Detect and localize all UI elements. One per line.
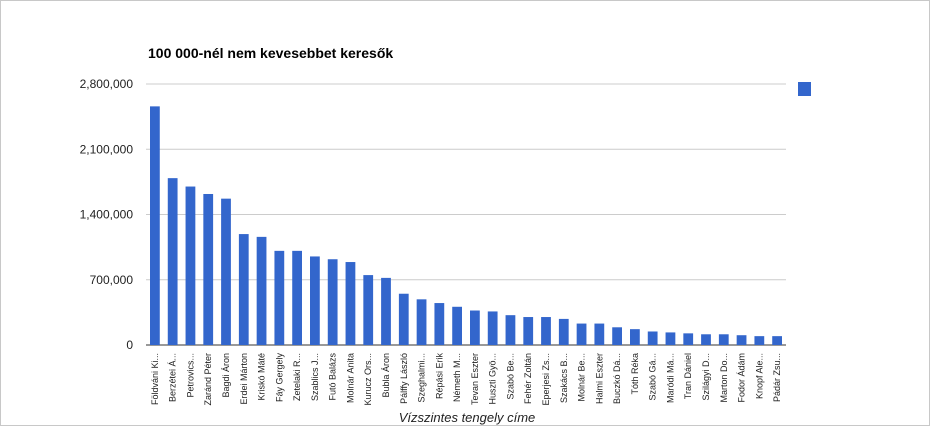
x-tick-label: Németh M...	[452, 353, 462, 402]
x-tick-label: Tran Dániel	[683, 353, 693, 399]
x-tick-label: Kurucz Ors...	[363, 353, 373, 406]
bar[interactable]	[612, 327, 622, 345]
x-tick-label: Zaránd Péter	[203, 353, 213, 406]
bar[interactable]	[452, 306, 462, 345]
bar[interactable]	[416, 299, 427, 345]
x-tick-label: Fáy Gergely	[274, 353, 284, 403]
bar[interactable]	[505, 315, 516, 345]
x-tick-label: Répási Erik	[434, 353, 444, 400]
x-tick-label: Szabó Gá...	[648, 353, 658, 401]
x-tick-label: Buczkó Dá...	[612, 353, 622, 404]
bar[interactable]	[470, 310, 480, 345]
bar[interactable]	[647, 331, 658, 345]
bar[interactable]	[398, 293, 409, 345]
bar[interactable]	[310, 256, 320, 345]
x-tick-label: Petrovics...	[185, 353, 195, 398]
x-tick-label: Knopf Ale...	[754, 353, 764, 399]
x-tick-label: Erdei Márton	[239, 353, 249, 405]
bar[interactable]	[363, 275, 374, 345]
bar[interactable]	[381, 277, 391, 345]
bar[interactable]	[292, 250, 302, 345]
x-tick-label: Eperjesi Zs...	[541, 353, 551, 406]
x-tick-label: Szilágyi D...	[701, 353, 711, 401]
x-tick-label: Zetelaki R...	[292, 353, 302, 401]
x-tick-label: Molnár Anita	[345, 353, 355, 403]
x-tick-label: Bagdi Áron	[221, 353, 231, 398]
x-tick-label: Bubla Áron	[381, 353, 391, 398]
bar[interactable]	[772, 336, 782, 345]
bar[interactable]	[256, 236, 267, 345]
x-tick-label: Berzétei Á...	[168, 353, 178, 402]
bar[interactable]	[150, 106, 160, 345]
x-tick-label: Szabó Be...	[505, 353, 515, 400]
x-tick-label: Földváni Ki...	[150, 353, 160, 405]
x-tick-label: Kriskó Máté	[257, 353, 267, 401]
bar-series	[150, 106, 782, 345]
bar[interactable]	[345, 262, 356, 345]
x-tick-label: Pálffy László	[399, 353, 409, 404]
x-tick-label: Szeghalmi...	[417, 353, 427, 403]
bar[interactable]	[701, 334, 711, 345]
bar[interactable]	[630, 329, 640, 345]
x-axis-title: Vízszintes tengely címe	[399, 410, 536, 425]
bar[interactable]	[487, 311, 498, 345]
x-tick-label: Szakács B...	[559, 353, 569, 403]
x-tick-label: Fodor Ádám	[737, 353, 747, 403]
y-tick-label: 1,400,000	[80, 208, 134, 222]
y-axis-ticks: 0 700,000 1,400,000 2,100,000 2,800,000	[80, 77, 134, 352]
x-tick-label: Maródi Má...	[665, 353, 675, 403]
bar[interactable]	[238, 234, 249, 345]
bar[interactable]	[523, 317, 534, 345]
bar[interactable]	[541, 317, 551, 345]
bar[interactable]	[327, 259, 338, 345]
y-tick-label: 2,100,000	[80, 142, 134, 156]
x-tick-label: Tóth Réka	[630, 353, 640, 395]
bar[interactable]	[718, 334, 729, 345]
bar[interactable]	[683, 333, 694, 345]
y-tick-label: 700,000	[90, 273, 134, 287]
x-axis-ticks: Földváni Ki... Berzétei Á... Petrovics... Z…	[150, 353, 782, 406]
bar[interactable]	[203, 193, 214, 345]
x-tick-label: Tevan Eszter	[470, 353, 480, 405]
y-tick-label: 2,800,000	[80, 77, 134, 91]
bar[interactable]	[736, 335, 747, 345]
x-tick-label: Molnár Be...	[577, 353, 587, 402]
chart-title: 100 000-nél nem kevesebbet keresők	[148, 45, 393, 61]
x-tick-label: Pádár Zsu...	[772, 353, 782, 402]
bar[interactable]	[185, 186, 196, 345]
x-tick-label: Szablics J...	[310, 353, 320, 401]
bar[interactable]	[274, 250, 285, 345]
y-tick-label: 0	[126, 338, 133, 352]
bar[interactable]	[167, 178, 178, 345]
grid-lines	[146, 83, 786, 346]
bar[interactable]	[576, 323, 587, 345]
x-tick-label: Marton Do...	[719, 353, 729, 403]
x-tick-label: Fehér Zoltán	[523, 353, 533, 404]
bar[interactable]	[221, 198, 231, 345]
bar[interactable]	[594, 323, 605, 345]
bar[interactable]	[665, 332, 676, 345]
x-tick-label: Futó Balázs	[328, 353, 338, 401]
bar[interactable]	[558, 318, 569, 345]
bar[interactable]	[754, 336, 765, 345]
bar[interactable]	[434, 303, 445, 345]
x-tick-label: Huszti Gyö...	[488, 353, 498, 405]
x-tick-label: Halmi Eszter	[594, 353, 604, 404]
legend-swatch	[798, 82, 811, 96]
